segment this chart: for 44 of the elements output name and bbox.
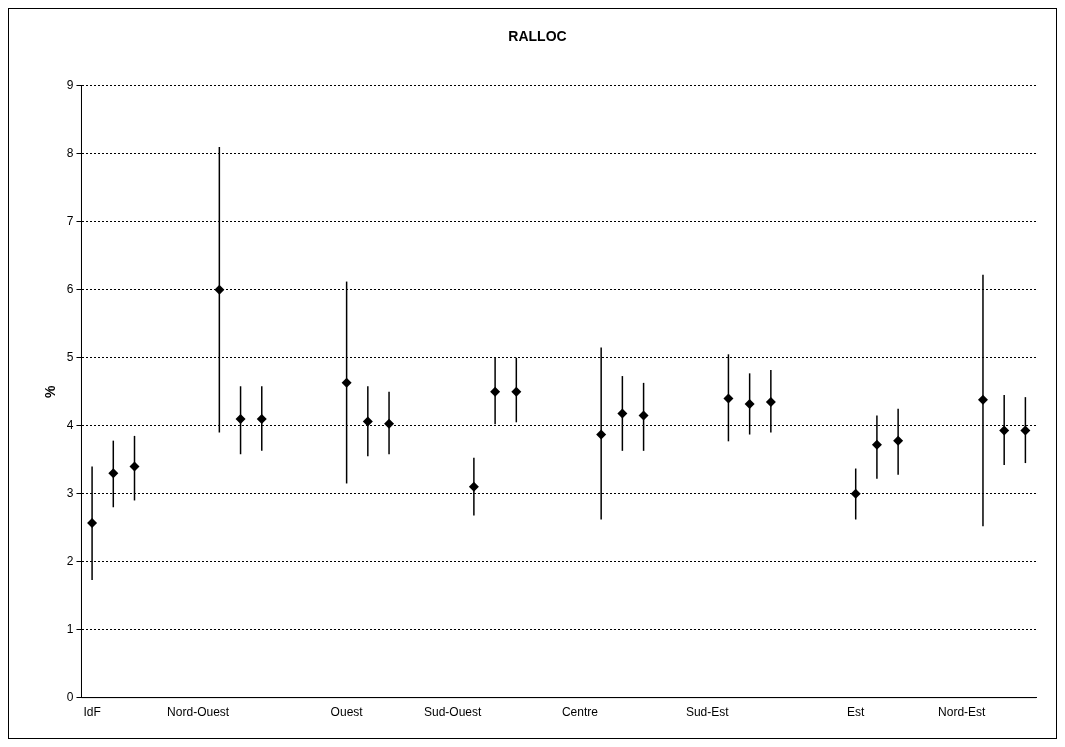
- y-tick-label: 1: [66, 621, 74, 636]
- chart-title: RALLOC: [508, 28, 567, 45]
- x-tick-label: Sud-Ouest: [423, 705, 483, 720]
- x-tick-label: IdF: [83, 705, 101, 720]
- x-tick-label: Sud-Est: [685, 705, 730, 720]
- x-tick-label: Ouest: [330, 705, 364, 720]
- point: [362, 416, 373, 427]
- point: [744, 398, 755, 409]
- y-tick-label: 5: [66, 350, 74, 365]
- x-tick-label: Nord-Est: [938, 705, 987, 720]
- y-tick-label: 8: [66, 146, 74, 161]
- y-tick-label: 0: [66, 689, 74, 704]
- point: [638, 410, 649, 421]
- point: [596, 429, 607, 440]
- point: [871, 439, 882, 450]
- point: [1020, 425, 1031, 436]
- y-tick-label: 4: [66, 418, 74, 432]
- y-tick-label: 3: [66, 485, 74, 500]
- y-tick-label: 7: [66, 214, 74, 229]
- y-tick-label: 2: [66, 553, 74, 568]
- point: [108, 468, 119, 479]
- point: [490, 386, 501, 397]
- point: [87, 517, 98, 528]
- point: [214, 284, 225, 295]
- point: [235, 413, 246, 424]
- point: [617, 408, 628, 419]
- point: [256, 413, 267, 424]
- y-axis-title: %: [42, 384, 59, 398]
- point: [893, 435, 904, 446]
- point: [999, 425, 1010, 436]
- point: [468, 481, 479, 492]
- point: [511, 386, 522, 397]
- y-tick-label: 6: [66, 282, 74, 297]
- point: [850, 488, 861, 499]
- point: [384, 418, 395, 429]
- point: [977, 394, 988, 405]
- point: [129, 461, 140, 472]
- x-tick-label: Nord-Ouest: [167, 705, 230, 720]
- x-tick-label: Centre: [561, 705, 599, 720]
- point: [723, 393, 734, 404]
- point: [341, 377, 352, 388]
- x-tick-label: Est: [847, 705, 866, 720]
- y-tick-label: 9: [66, 78, 74, 93]
- point: [765, 396, 776, 407]
